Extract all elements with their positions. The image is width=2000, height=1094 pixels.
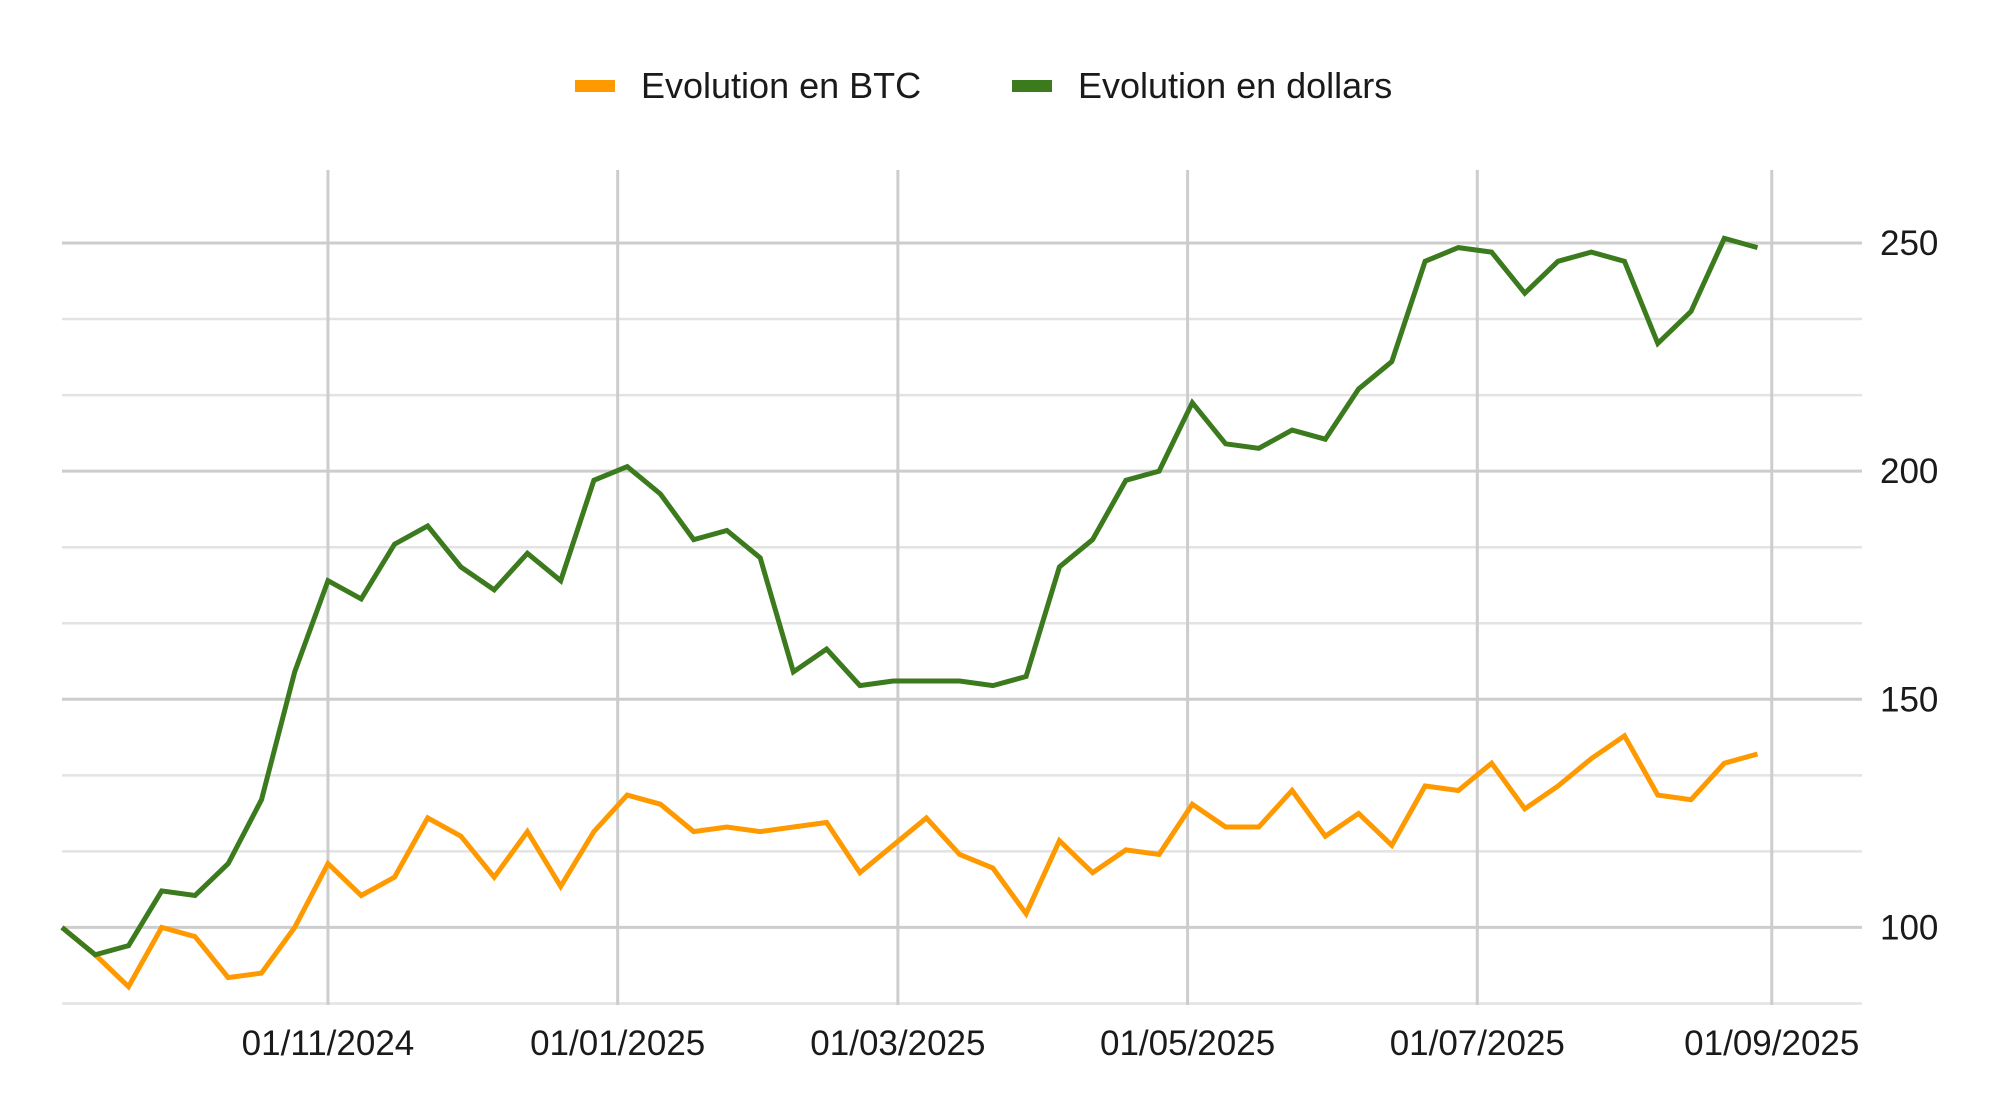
- legend: Evolution en BTC Evolution en dollars: [575, 65, 1392, 106]
- y-tick-label: 250: [1880, 224, 1938, 263]
- legend-label-btc: Evolution en BTC: [641, 65, 921, 106]
- y-axis-ticks: 100 150 200 250: [1880, 224, 1938, 947]
- legend-label-dollars: Evolution en dollars: [1078, 65, 1392, 106]
- x-tick-label: 01/07/2025: [1390, 1024, 1565, 1063]
- x-axis-ticks: 01/11/2024 01/01/2025 01/03/2025 01/05/2…: [242, 1024, 1860, 1063]
- x-tick-label: 01/05/2025: [1100, 1024, 1275, 1063]
- minor-gridlines: [62, 317, 1862, 1005]
- btc-series-line: [60, 732, 1759, 991]
- dollars-series-line: [60, 235, 1759, 958]
- x-tick-label: 01/03/2025: [810, 1024, 985, 1063]
- y-tick-label: 200: [1880, 452, 1938, 491]
- x-tick-label: 01/01/2025: [530, 1024, 705, 1063]
- x-tick-label: 01/11/2024: [242, 1024, 415, 1063]
- legend-swatch-btc: [575, 80, 615, 92]
- legend-swatch-dollars: [1012, 80, 1052, 92]
- x-tick-label: 01/09/2025: [1684, 1024, 1859, 1063]
- y-tick-label: 100: [1880, 908, 1938, 947]
- major-gridlines: [62, 170, 1862, 1005]
- y-tick-label: 150: [1880, 680, 1938, 719]
- series-lines: [60, 235, 1759, 991]
